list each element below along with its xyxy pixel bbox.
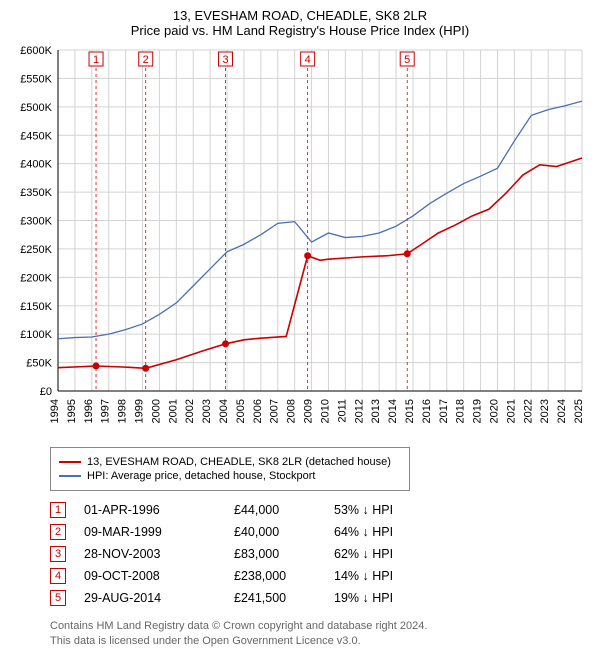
svg-text:2022: 2022 — [522, 399, 534, 423]
transaction-price: £238,000 — [234, 569, 334, 583]
svg-text:2004: 2004 — [218, 399, 230, 423]
transaction-pct: 19% ↓ HPI — [334, 591, 434, 605]
svg-text:£400K: £400K — [20, 159, 52, 171]
title-address: 13, EVESHAM ROAD, CHEADLE, SK8 2LR — [10, 8, 590, 23]
svg-text:1996: 1996 — [83, 399, 95, 423]
svg-text:2015: 2015 — [404, 399, 416, 423]
svg-text:2010: 2010 — [319, 399, 331, 423]
svg-text:1994: 1994 — [49, 399, 61, 423]
svg-text:1999: 1999 — [134, 399, 146, 423]
legend-row-property: 13, EVESHAM ROAD, CHEADLE, SK8 2LR (deta… — [59, 456, 401, 468]
legend-row-hpi: HPI: Average price, detached house, Stoc… — [59, 470, 401, 482]
svg-text:£200K: £200K — [20, 272, 52, 284]
transaction-pct: 64% ↓ HPI — [334, 525, 434, 539]
transaction-price: £40,000 — [234, 525, 334, 539]
footnote-line2: This data is licensed under the Open Gov… — [50, 634, 590, 649]
transaction-badge: 2 — [50, 524, 66, 540]
footnote: Contains HM Land Registry data © Crown c… — [50, 619, 590, 649]
legend-swatch-property — [59, 461, 81, 463]
svg-text:2002: 2002 — [184, 399, 196, 423]
svg-text:2023: 2023 — [539, 399, 551, 423]
svg-text:£550K: £550K — [20, 73, 52, 85]
svg-text:2025: 2025 — [573, 399, 585, 423]
transaction-row: 1 01-APR-1996£44,00053% ↓ HPI — [50, 499, 590, 521]
svg-text:£250K: £250K — [20, 244, 52, 256]
svg-text:2006: 2006 — [252, 399, 264, 423]
svg-text:£0: £0 — [40, 386, 52, 398]
svg-text:2011: 2011 — [336, 399, 348, 423]
title-block: 13, EVESHAM ROAD, CHEADLE, SK8 2LR Price… — [10, 8, 590, 38]
svg-text:1998: 1998 — [117, 399, 129, 423]
svg-text:2003: 2003 — [201, 399, 213, 423]
transaction-date: 09-OCT-2008 — [84, 569, 234, 583]
svg-text:£450K: £450K — [20, 130, 52, 142]
svg-text:2019: 2019 — [472, 399, 484, 423]
transaction-date: 28-NOV-2003 — [84, 547, 234, 561]
chart-svg: £0 £50K £100K £150K £200K £250K £300K £350K £400… — [10, 44, 590, 439]
svg-text:4: 4 — [305, 54, 311, 66]
transaction-price: £241,500 — [234, 591, 334, 605]
svg-text:2020: 2020 — [488, 399, 500, 423]
transaction-pct: 53% ↓ HPI — [334, 503, 434, 517]
svg-text:5: 5 — [404, 54, 410, 66]
legend: 13, EVESHAM ROAD, CHEADLE, SK8 2LR (deta… — [50, 447, 410, 491]
svg-text:£100K: £100K — [20, 329, 52, 341]
transaction-date: 09-MAR-1999 — [84, 525, 234, 539]
transaction-badge: 4 — [50, 568, 66, 584]
legend-label-property: 13, EVESHAM ROAD, CHEADLE, SK8 2LR (deta… — [87, 456, 391, 468]
svg-text:3: 3 — [222, 54, 228, 66]
svg-text:2012: 2012 — [353, 399, 365, 423]
transaction-date: 29-AUG-2014 — [84, 591, 234, 605]
svg-text:2013: 2013 — [370, 399, 382, 423]
svg-text:2024: 2024 — [556, 399, 568, 423]
transaction-price: £83,000 — [234, 547, 334, 561]
svg-text:2021: 2021 — [505, 399, 517, 423]
svg-text:£500K: £500K — [20, 102, 52, 114]
svg-text:2018: 2018 — [455, 399, 467, 423]
transaction-row: 2 09-MAR-1999£40,00064% ↓ HPI — [50, 521, 590, 543]
page: 13, EVESHAM ROAD, CHEADLE, SK8 2LR Price… — [0, 0, 600, 650]
svg-text:£350K: £350K — [20, 187, 52, 199]
transaction-row: 4 09-OCT-2008£238,00014% ↓ HPI — [50, 565, 590, 587]
svg-text:2017: 2017 — [438, 399, 450, 423]
svg-text:£150K: £150K — [20, 301, 52, 313]
svg-text:2: 2 — [143, 54, 149, 66]
transaction-row: 3 28-NOV-2003£83,00062% ↓ HPI — [50, 543, 590, 565]
legend-label-hpi: HPI: Average price, detached house, Stoc… — [87, 470, 316, 482]
svg-text:1995: 1995 — [66, 399, 78, 423]
svg-text:£50K: £50K — [26, 358, 52, 370]
svg-text:2001: 2001 — [167, 399, 179, 423]
svg-text:1997: 1997 — [100, 399, 112, 423]
svg-text:2007: 2007 — [269, 399, 281, 423]
transaction-row: 5 29-AUG-2014£241,50019% ↓ HPI — [50, 587, 590, 609]
svg-text:2009: 2009 — [303, 399, 315, 423]
title-subtitle: Price paid vs. HM Land Registry's House … — [10, 23, 590, 38]
footnote-line1: Contains HM Land Registry data © Crown c… — [50, 619, 590, 634]
transaction-pct: 14% ↓ HPI — [334, 569, 434, 583]
svg-text:2008: 2008 — [286, 399, 298, 423]
transaction-table: 1 01-APR-1996£44,00053% ↓ HPI 2 09-MAR-1999… — [50, 499, 590, 609]
svg-text:2016: 2016 — [421, 399, 433, 423]
svg-text:£600K: £600K — [20, 45, 52, 57]
transaction-price: £44,000 — [234, 503, 334, 517]
legend-swatch-hpi — [59, 475, 81, 477]
svg-text:2014: 2014 — [387, 399, 399, 423]
transaction-badge: 3 — [50, 546, 66, 562]
svg-text:£300K: £300K — [20, 216, 52, 228]
transaction-pct: 62% ↓ HPI — [334, 547, 434, 561]
transaction-badge: 1 — [50, 502, 66, 518]
svg-text:2000: 2000 — [150, 399, 162, 423]
transaction-badge: 5 — [50, 590, 66, 606]
svg-text:2005: 2005 — [235, 399, 247, 423]
transaction-date: 01-APR-1996 — [84, 503, 234, 517]
svg-text:1: 1 — [93, 54, 99, 66]
chart: £0 £50K £100K £150K £200K £250K £300K £350K £400… — [10, 44, 590, 439]
